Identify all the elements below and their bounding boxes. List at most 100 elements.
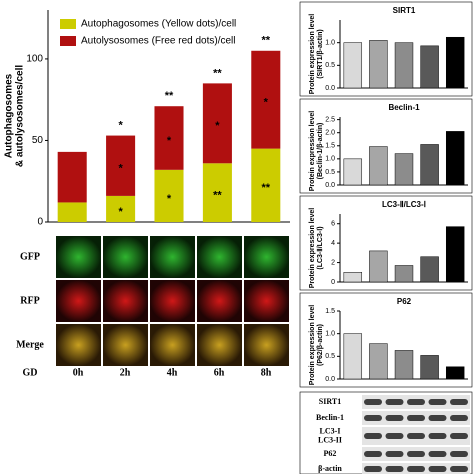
micrograph	[103, 280, 148, 322]
row-label: GFP	[20, 251, 40, 262]
micrograph	[244, 324, 289, 366]
blot-band	[364, 451, 382, 457]
panel-title: LC3-Ⅱ/LC3-Ⅰ	[382, 200, 426, 209]
blot-band	[450, 415, 468, 421]
y-axis-label: Autophagosomes& autolysosomes/cell	[3, 65, 25, 167]
bar	[445, 36, 465, 89]
micrograph	[56, 236, 101, 278]
y-tick-label: 100	[26, 54, 43, 65]
blot-band	[385, 399, 404, 405]
bar	[369, 146, 388, 186]
blot-band	[450, 399, 468, 405]
blot-band	[385, 433, 404, 439]
blot-label: P62	[324, 449, 337, 458]
bar	[343, 272, 363, 283]
bar-segment	[202, 83, 232, 164]
blot-band	[385, 451, 404, 457]
y-tick-label: 0.5	[325, 169, 335, 176]
blot-band	[428, 399, 447, 405]
annotation: **	[213, 67, 222, 79]
blot-band	[364, 466, 382, 472]
blot-band	[407, 433, 425, 439]
blot-band	[428, 451, 447, 457]
bar-segment	[57, 202, 87, 222]
micrograph	[197, 236, 242, 278]
bar	[343, 333, 363, 380]
blot-band	[385, 415, 404, 421]
y-axis-label: Protein expression level(LC3-Ⅱ/LC3-Ⅰ)	[309, 208, 324, 289]
blot-band	[407, 451, 425, 457]
bar	[445, 226, 465, 283]
micrograph	[103, 236, 148, 278]
y-tick-label: 1.0	[325, 156, 335, 163]
y-axis-label: Protein expression level(SIRT1/β-actin)	[309, 14, 324, 95]
bar	[420, 144, 439, 186]
bar-segment	[57, 151, 87, 203]
y-tick-label: 1.5	[325, 143, 335, 150]
legend-swatch	[60, 19, 76, 29]
y-tick-label: 0	[37, 217, 43, 228]
blot-band	[428, 466, 447, 472]
column-label: 0h	[73, 367, 84, 378]
panel-title: P62	[397, 297, 412, 306]
blot-band	[450, 466, 468, 472]
blot-label: Beclin-1	[316, 413, 344, 422]
micrograph	[150, 324, 195, 366]
micrograph	[197, 324, 242, 366]
y-tick-label: 0.5	[325, 353, 335, 360]
bar	[343, 158, 363, 186]
row-label: RFP	[20, 295, 39, 306]
bar-segment	[202, 163, 232, 222]
annotation: **	[165, 90, 174, 102]
y-tick-label: 1.0	[325, 331, 335, 338]
bar	[420, 355, 439, 380]
bar	[394, 350, 414, 380]
y-tick-label: 50	[32, 135, 44, 146]
legend-label: Autolysosomes (Free red dots)/cell	[81, 36, 236, 47]
y-tick-label: 2.5	[325, 116, 335, 123]
column-label: 4h	[167, 367, 178, 378]
bar	[445, 366, 465, 380]
annotation: *	[167, 193, 172, 205]
micrograph	[244, 236, 289, 278]
blot-band	[428, 433, 447, 439]
y-axis-label: Protein expression level(Beclin-1/β-acti…	[309, 111, 324, 192]
blot-band	[364, 399, 382, 405]
annotation: **	[262, 182, 271, 194]
blot-band	[428, 415, 447, 421]
annotation: *	[118, 206, 123, 218]
micrograph	[197, 280, 242, 322]
row-label: Merge	[16, 339, 44, 350]
blot-band	[407, 399, 425, 405]
y-tick-label: 1.0	[325, 40, 335, 47]
blot-label: β-actin	[318, 464, 342, 473]
panel-frame	[299, 1, 473, 97]
row-label: GD	[23, 367, 38, 378]
bar-segment	[154, 106, 184, 170]
legend-swatch	[60, 36, 76, 46]
blot-label: SIRT1	[319, 397, 341, 406]
bar	[394, 153, 414, 186]
bar	[394, 265, 414, 283]
y-tick-label: 4	[331, 240, 335, 247]
y-tick-label: 2	[331, 259, 335, 266]
bar	[394, 42, 414, 89]
y-tick-label: 1.5	[325, 308, 335, 315]
annotation: *	[264, 97, 269, 109]
annotation: *	[215, 120, 220, 132]
blot-band	[385, 466, 404, 472]
y-axis-label: Protein expression level(P62/β-actin)	[309, 305, 324, 386]
bar	[369, 343, 388, 380]
y-tick-label: 0.0	[325, 376, 335, 383]
y-tick-label: 0	[331, 279, 335, 286]
micrograph	[56, 324, 101, 366]
annotation: **	[262, 35, 271, 47]
bar	[369, 40, 388, 89]
y-tick-label: 0.0	[325, 182, 335, 189]
micrograph	[150, 236, 195, 278]
micrograph	[103, 324, 148, 366]
annotation: *	[118, 119, 123, 131]
bar-segment	[251, 50, 281, 149]
panel-title: Beclin-1	[388, 103, 420, 112]
